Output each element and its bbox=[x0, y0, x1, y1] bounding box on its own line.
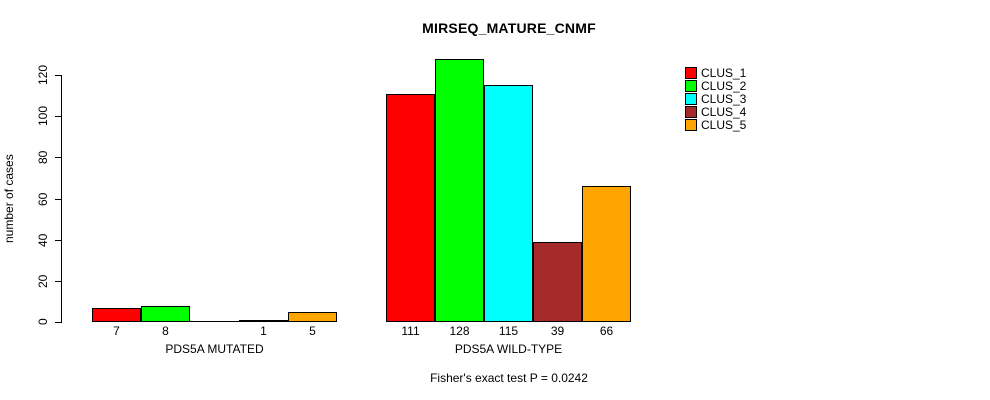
y-axis-line bbox=[61, 75, 62, 323]
y-tick-mark bbox=[55, 240, 61, 241]
legend-label-clus_3: CLUS_3 bbox=[701, 92, 747, 106]
legend-label-clus_5: CLUS_5 bbox=[701, 118, 747, 132]
y-tick-mark bbox=[55, 322, 61, 323]
fisher-test-annotation: Fisher's exact test P = 0.0242 bbox=[430, 371, 588, 385]
y-tick-label: 120 bbox=[36, 64, 50, 86]
bar-value-label: 8 bbox=[162, 324, 169, 338]
bar-value-label: 39 bbox=[550, 324, 565, 338]
bar-clus_5-group1 bbox=[288, 312, 337, 322]
y-tick-label: 100 bbox=[36, 105, 50, 127]
bar-value-label: 7 bbox=[113, 324, 120, 338]
y-tick-mark bbox=[55, 116, 61, 117]
legend-swatch-clus_3 bbox=[685, 93, 697, 105]
chart-title: MIRSEQ_MATURE_CNMF bbox=[422, 20, 596, 36]
bar-clus_1-group2 bbox=[386, 94, 435, 322]
y-tick-mark bbox=[55, 281, 61, 282]
legend-label-clus_2: CLUS_2 bbox=[701, 79, 747, 93]
legend-label-clus_4: CLUS_4 bbox=[701, 105, 747, 119]
y-tick-mark bbox=[55, 157, 61, 158]
y-tick-label: 60 bbox=[36, 192, 50, 206]
legend-swatch-clus_1 bbox=[685, 67, 697, 79]
y-tick-mark bbox=[55, 199, 61, 200]
legend-swatch-clus_5 bbox=[685, 119, 697, 131]
y-tick-label: 80 bbox=[36, 150, 50, 164]
y-tick-mark bbox=[55, 75, 61, 76]
bar-value-label: 5 bbox=[309, 324, 316, 338]
bar-value-label: 1 bbox=[260, 324, 267, 338]
bar-clus_2-group2 bbox=[435, 59, 484, 322]
bar-clus_1-group1 bbox=[92, 308, 141, 322]
bar-clus_4-group1 bbox=[239, 320, 288, 322]
y-tick-label: 0 bbox=[36, 318, 50, 326]
bar-value-label: 128 bbox=[449, 324, 470, 338]
bar-value-label: 115 bbox=[498, 324, 519, 338]
x-group-label: PDS5A WILD-TYPE bbox=[454, 342, 563, 356]
bar-clus_4-group2 bbox=[533, 242, 582, 322]
bar-clus_3-group2 bbox=[484, 85, 533, 322]
legend-swatch-clus_2 bbox=[685, 80, 697, 92]
bar-value-label: 66 bbox=[599, 324, 614, 338]
bar-clus_3-group1 bbox=[190, 321, 239, 322]
bar-value-label: 111 bbox=[401, 324, 420, 338]
y-tick-label: 20 bbox=[36, 274, 50, 288]
y-axis-title: number of cases bbox=[2, 154, 16, 244]
y-tick-label: 40 bbox=[36, 233, 50, 247]
legend-swatch-clus_4 bbox=[685, 106, 697, 118]
bar-clus_5-group2 bbox=[582, 186, 631, 322]
x-group-label: PDS5A MUTATED bbox=[165, 342, 264, 356]
legend-label-clus_1: CLUS_1 bbox=[701, 66, 747, 80]
bar-clus_2-group1 bbox=[141, 306, 190, 322]
